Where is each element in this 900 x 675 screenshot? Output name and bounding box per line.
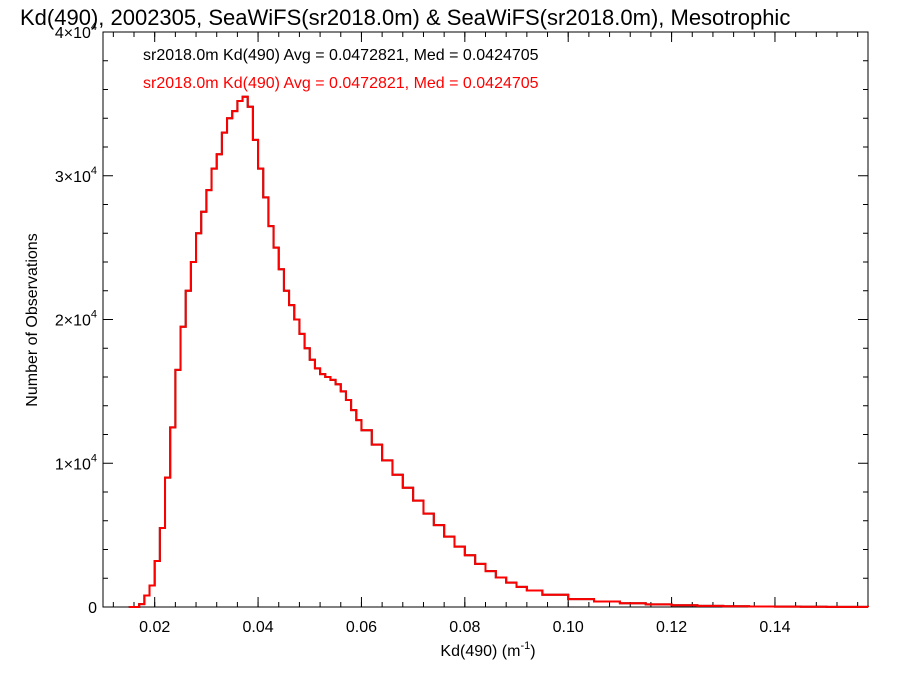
x-tick-label: 0.02 <box>139 619 170 636</box>
y-tick-label: 3×104 <box>55 165 97 186</box>
series-line-0 <box>128 95 869 608</box>
plot-area: 0.02 0.04 0.06 0.08 0.10 0.12 0.14 0 1×104 2×104 3… <box>55 21 869 636</box>
x-tick-label: 0.08 <box>449 619 480 636</box>
legend: sr2018.0m Kd(490) Avg = 0.0472821, Med =… <box>143 47 539 92</box>
legend-entry-1: sr2018.0m Kd(490) Avg = 0.0472821, Med =… <box>143 75 539 92</box>
plot-frame <box>102 31 869 608</box>
y-axis-label: Number of Observations <box>24 233 41 406</box>
x-axis-label-main: Kd(490) (m <box>440 643 520 660</box>
y-tick-label: 2×104 <box>55 309 97 330</box>
y-tick-label: 1×104 <box>55 452 97 473</box>
x-tick-label: 0.10 <box>553 619 584 636</box>
x-axis-label-close: ) <box>530 643 535 660</box>
y-tick-label: 0 <box>88 600 97 617</box>
x-tick-label: 0.14 <box>759 619 790 636</box>
chart-title: Kd(490), 2002305, SeaWiFS(sr2018.0m) & S… <box>20 5 790 30</box>
x-axis-label: Kd(490) (m-1) <box>440 640 535 660</box>
x-axis-label-exponent: -1 <box>520 640 530 652</box>
series-line-1 <box>128 95 869 608</box>
x-tick-label: 0.06 <box>346 619 377 636</box>
x-tick-label: 0.12 <box>656 619 687 636</box>
legend-entry-0: sr2018.0m Kd(490) Avg = 0.0472821, Med =… <box>143 47 539 64</box>
y-tick-label: 4×104 <box>55 21 97 42</box>
x-tick-label: 0.04 <box>242 619 273 636</box>
